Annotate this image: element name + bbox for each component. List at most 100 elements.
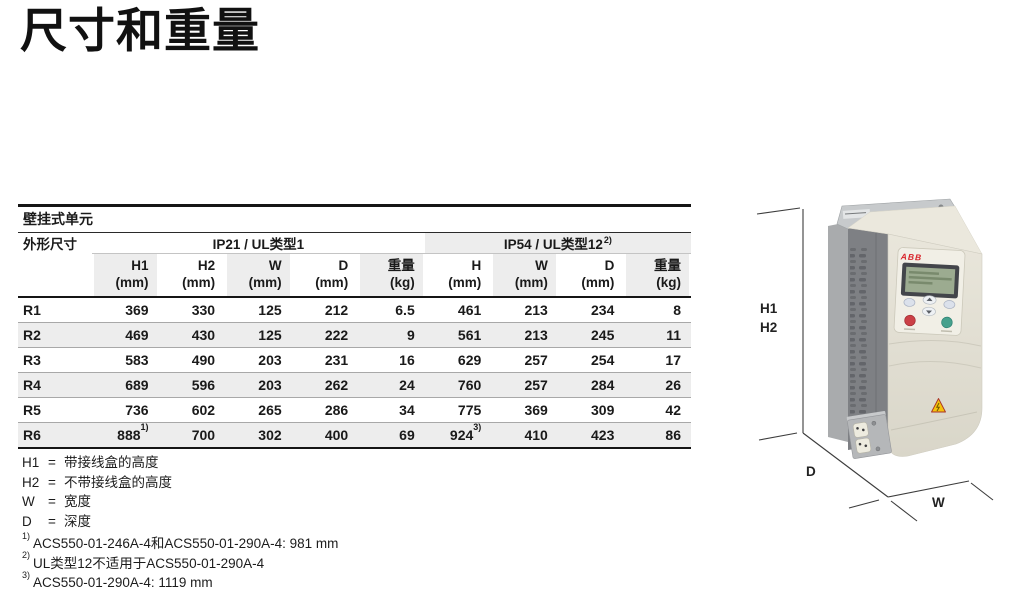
width-dimension-line — [887, 480, 970, 498]
dimension-value-cell: 24 — [358, 372, 425, 398]
group-header-ip21: IP21 / UL类型1 — [92, 232, 425, 254]
up-arrow-icon — [926, 297, 933, 302]
column-header: W (mm) — [491, 253, 558, 298]
outlet-socket — [855, 437, 872, 454]
table-row: R3 583 490 203 231 16 629 257 254 17 — [18, 347, 691, 373]
dimension-value-cell: 330 — [191, 302, 216, 318]
width-dimension-label: W — [932, 495, 945, 510]
footnote-text: ACS550-01-246A-4和ACS550-01-290A-4: 981 m… — [33, 536, 339, 551]
dimension-value-cell: 213 — [491, 322, 558, 348]
drive-back-plate — [828, 222, 848, 442]
warning-triangle-icon — [931, 398, 946, 413]
empty-corner-cell — [18, 253, 92, 298]
table-section-title: 壁挂式单元 — [18, 204, 691, 233]
footnote-line: 2)UL类型12不适用于ACS550-01-290A-4 — [22, 551, 338, 574]
lcd-text-line — [908, 280, 933, 285]
dimension-value-cell: 583 — [92, 347, 159, 373]
column-header: 重量 (kg) — [358, 253, 425, 298]
table-group-row: 外形尺寸 IP21 / UL类型1 IP54 / UL类型122) — [18, 232, 691, 254]
dimension-value-cell: 469 — [92, 322, 159, 348]
heatsink-vents — [850, 246, 867, 432]
dimension-tick — [756, 207, 801, 215]
group-header-ip54: IP54 / UL类型122) — [424, 232, 691, 254]
dimension-value-cell: 213 — [524, 302, 548, 318]
dimension-value-cell: 86 — [624, 422, 691, 449]
footnote-marker: 1) — [22, 530, 31, 541]
legend-line: D = 深度 — [22, 512, 172, 532]
dimension-value-cell: 400 — [291, 422, 359, 449]
legend-symbol: D — [22, 513, 32, 529]
dimension-value-cell: 700 — [158, 422, 226, 449]
table-row: R5 736 602 265 286 34 775 369 309 42 — [18, 397, 691, 423]
column-header: H (mm) — [424, 253, 492, 298]
legend-line: H1 = 带接线盒的高度 — [22, 453, 172, 473]
lcd-text-line — [908, 275, 952, 281]
dimension-value-cell: 430 — [158, 322, 226, 348]
page-title: 尺寸和重量 — [20, 4, 260, 57]
table-row: R6 8881) 700 302 400 69 9243) 410 423 86 — [18, 422, 691, 449]
dimensions-table: 壁挂式单元 外形尺寸 IP21 / UL类型1 IP54 / UL类型122) … — [18, 204, 691, 449]
frame-size-cell: R4 — [18, 372, 92, 398]
dimension-value-cell: 257 — [491, 347, 558, 373]
legend-equals: = — [48, 494, 56, 509]
dimension-value-cell: 286 — [291, 397, 359, 423]
dimension-value-cell: 423 — [557, 422, 625, 449]
dimension-value-cell: 125 — [225, 322, 292, 348]
screw — [871, 420, 877, 426]
keypad-caption — [903, 328, 916, 331]
dimension-tick — [890, 500, 918, 522]
lcd-screen — [904, 266, 956, 295]
footnote-marker: 2) — [22, 550, 31, 560]
table-section-row: 壁挂式单元 — [18, 204, 691, 233]
table-row: R2 469 430 125 222 9 561 213 245 11 — [18, 322, 691, 348]
dimension-value-cell: 265 — [225, 397, 292, 423]
drive-label — [842, 209, 871, 219]
footnote-marker: 3) — [22, 569, 31, 580]
dimension-value-cell: 203 — [225, 347, 292, 373]
control-panel: ABB — [893, 247, 966, 336]
dimension-value-cell: 8 — [673, 302, 681, 318]
dimension-value-cell: 561 — [424, 322, 492, 348]
legend-equals: = — [48, 474, 56, 490]
footnote-line: 1)ACS550-01-246A-4和ACS550-01-290A-4: 981… — [22, 530, 339, 554]
dimension-value-cell: 302 — [225, 422, 292, 449]
column-header: H1 (mm) — [92, 253, 159, 298]
dimension-value-cell: 34 — [358, 397, 425, 423]
dimension-value-cell: 69 — [358, 422, 425, 449]
column-header: D (mm) — [291, 253, 359, 298]
dimension-value-cell: 212 — [324, 302, 349, 318]
legend-symbol: W — [22, 494, 35, 509]
dimension-value-cell: 254 — [557, 347, 625, 373]
body-seam — [890, 411, 978, 431]
outlet-socket — [852, 421, 869, 438]
softkey-left-button — [903, 298, 916, 307]
dimension-value-cell: 231 — [291, 347, 359, 373]
legend-equals: = — [48, 513, 56, 529]
dimension-tick — [970, 482, 994, 501]
stop-button — [904, 314, 916, 327]
group-header-ip54-label: IP54 / UL类型12 — [503, 237, 603, 252]
dimension-value-cell: 309 — [557, 397, 625, 423]
table-row: R4 689 596 203 262 24 760 257 284 26 — [18, 372, 691, 398]
drive-top-face — [847, 205, 983, 255]
socket-pin-hole — [864, 444, 868, 448]
depth-dimension-line — [802, 432, 889, 498]
dimension-tick — [848, 499, 880, 509]
dimension-value-cell: 369 — [125, 302, 149, 318]
dimension-lines — [756, 207, 994, 522]
dimension-value-cell: 42 — [624, 397, 691, 423]
frame-size-cell: R1 — [23, 302, 41, 318]
legend-text: 不带接线盒的高度 — [64, 474, 172, 490]
connector-box — [846, 410, 892, 459]
down-arrow-icon — [926, 310, 933, 314]
dimension-value-cell: 16 — [358, 347, 425, 373]
screw — [875, 446, 881, 452]
dimension-value-cell: 736 — [92, 397, 159, 423]
column-header: H2 (mm) — [158, 253, 226, 298]
legend-line: W = 宽度 — [22, 492, 172, 512]
footnote-text: UL类型12不适用于ACS550-01-290A-4 — [33, 555, 265, 571]
footnote-ref: 1) — [140, 422, 149, 433]
socket-pin-hole — [858, 442, 862, 446]
dimension-value-cell: 26 — [624, 372, 691, 398]
footnote-line: 3)ACS550-01-290A-4: 1119 mm — [22, 569, 338, 593]
